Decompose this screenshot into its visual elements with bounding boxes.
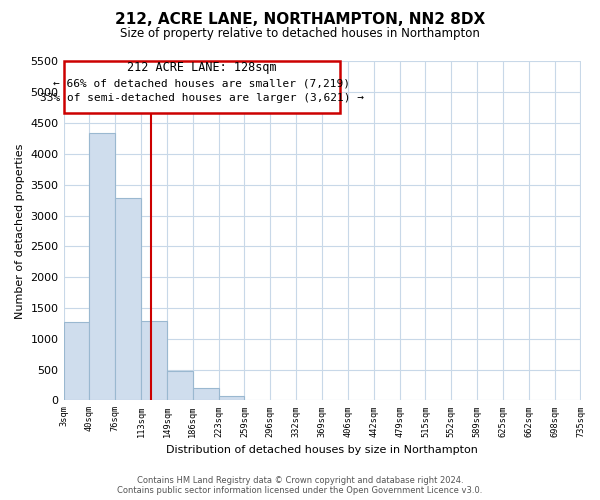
Text: 212, ACRE LANE, NORTHAMPTON, NN2 8DX: 212, ACRE LANE, NORTHAMPTON, NN2 8DX	[115, 12, 485, 28]
Text: 212 ACRE LANE: 128sqm: 212 ACRE LANE: 128sqm	[127, 62, 277, 74]
Y-axis label: Number of detached properties: Number of detached properties	[15, 143, 25, 318]
X-axis label: Distribution of detached houses by size in Northampton: Distribution of detached houses by size …	[166, 445, 478, 455]
Text: ← 66% of detached houses are smaller (7,219): ← 66% of detached houses are smaller (7,…	[53, 78, 350, 88]
Bar	[115, 198, 141, 400]
Bar	[193, 388, 218, 400]
Bar	[89, 133, 115, 400]
Bar	[218, 396, 244, 400]
Bar	[141, 321, 167, 400]
Text: Size of property relative to detached houses in Northampton: Size of property relative to detached ho…	[120, 28, 480, 40]
Bar	[167, 370, 193, 400]
Text: 33% of semi-detached houses are larger (3,621) →: 33% of semi-detached houses are larger (…	[40, 92, 364, 102]
Text: Contains HM Land Registry data © Crown copyright and database right 2024.
Contai: Contains HM Land Registry data © Crown c…	[118, 476, 482, 495]
FancyBboxPatch shape	[64, 62, 340, 113]
Bar	[64, 322, 89, 400]
